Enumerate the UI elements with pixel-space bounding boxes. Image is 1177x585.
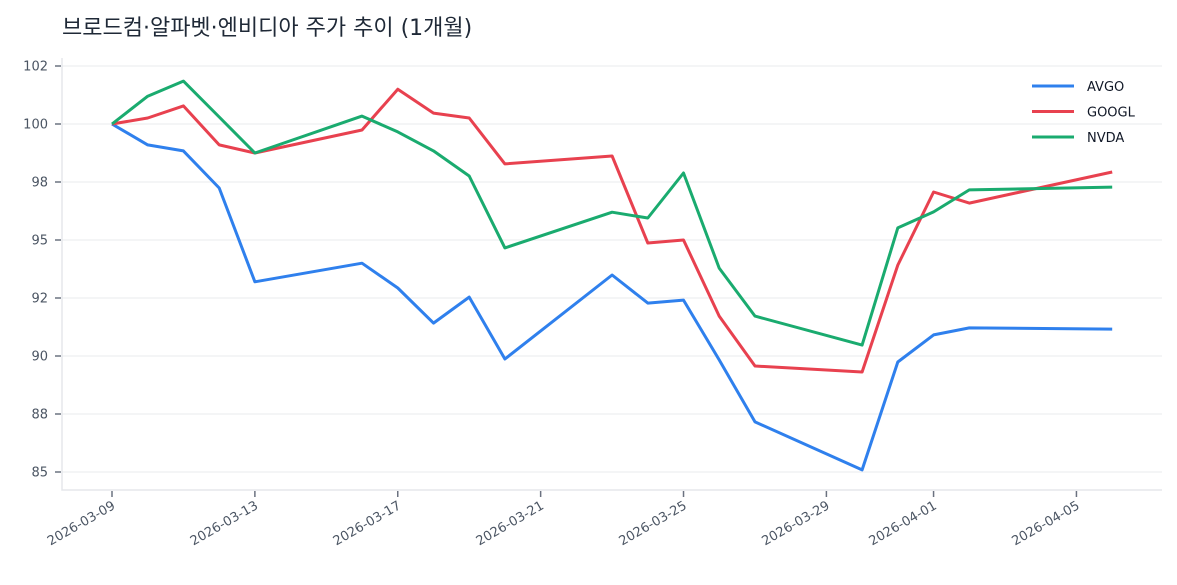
y-tick-label: 100 [23, 118, 48, 133]
y-tick-label: 102 [23, 60, 48, 75]
x-tick-label: 2026-03-29 [759, 498, 832, 549]
x-tick-label: 2026-04-05 [1010, 498, 1083, 549]
x-tick-label: 2026-03-13 [188, 498, 261, 549]
y-tick-label: 90 [31, 350, 48, 365]
series-line-avgo [111, 122, 1113, 472]
y-tick-label: 95 [31, 234, 48, 249]
chart-title: 브로드컴·알파벳·엔비디아 주가 추이 (1개월) [62, 16, 472, 41]
legend-label: GOOGL [1087, 106, 1136, 121]
y-tick-label: 85 [31, 466, 48, 481]
legend: AVGO GOOGL NVDA [1032, 80, 1136, 146]
y-tick-label: 88 [31, 408, 48, 423]
legend-label: NVDA [1087, 131, 1124, 146]
x-tick-label: 2026-03-17 [331, 498, 404, 549]
y-tick-label: 92 [31, 292, 48, 307]
x-tick-label: 2026-03-21 [474, 498, 547, 549]
legend-label: AVGO [1087, 80, 1124, 95]
y-axis: 102 100 98 95 92 90 88 85 [23, 60, 61, 481]
x-tick-label: 2026-03-09 [45, 498, 118, 549]
y-tick-label: 98 [31, 176, 48, 191]
series-line-nvda [111, 79, 1113, 347]
axis-spines [61, 58, 1162, 491]
gridlines [62, 65, 1162, 473]
series-lines [111, 79, 1113, 472]
series-line-googl [111, 87, 1113, 374]
x-tick-label: 2026-04-01 [867, 498, 940, 549]
x-axis: 2026-03-09 2026-03-13 2026-03-17 2026-03-21… [45, 491, 1082, 549]
x-tick-label: 2026-03-25 [617, 498, 690, 549]
